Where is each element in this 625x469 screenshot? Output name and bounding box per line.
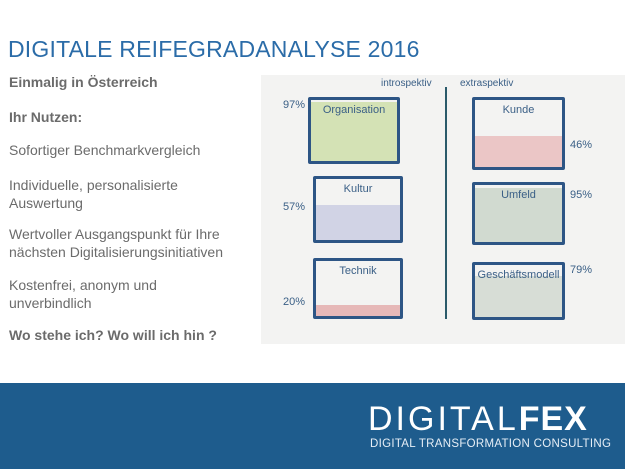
box-geschäftsmodell: Geschäftsmodell <box>472 262 565 320</box>
box-umfeld: Umfeld <box>472 182 565 245</box>
box-organisation: Organisation <box>308 97 400 164</box>
logo-tagline: DIGITAL TRANSFORMATION CONSULTING <box>370 438 612 450</box>
level-fill <box>475 187 562 242</box>
bullet-unique: Einmalig in Österreich <box>9 74 158 90</box>
page-title: DIGITALE REIFEGRADANALYSE 2016 <box>8 36 420 62</box>
header-introspective: introspektiv <box>381 78 432 89</box>
percent-label: 20% <box>283 296 306 308</box>
maturity-sketch: introspektiv extraspektiv Organisation 97… <box>261 75 625 344</box>
percent-label: 95% <box>570 189 593 201</box>
bullet-question: Wo stehe ich? Wo will ich hin ? <box>9 327 217 343</box>
digitalfex-logo: DIGITALFEX <box>368 400 588 438</box>
box-label: Geschäftsmodell <box>477 269 560 281</box>
bullet-starting-point: Wertvoller Ausgangspunkt für Ihre nächst… <box>9 226 224 260</box>
box-kultur: Kultur <box>313 176 403 243</box>
level-fill <box>316 205 400 240</box>
divider-line <box>445 87 447 319</box>
bullet-free: Kostenfrei, anonym und unverbindlich <box>9 277 157 311</box>
level-fill <box>475 275 562 317</box>
percent-label: 79% <box>570 264 593 276</box>
bullet-benchmark: Sofortiger Benchmarkvergleich <box>9 142 201 158</box>
box-label: Kunde <box>502 104 535 116</box>
bullet-benefits-heading: Ihr Nutzen: <box>9 109 83 125</box>
level-fill <box>311 101 397 161</box>
footer-band <box>0 383 625 469</box>
level-fill <box>316 305 400 316</box>
box-kunde: Kunde <box>472 97 565 170</box>
percent-label: 57% <box>283 201 306 213</box>
level-fill <box>475 136 562 167</box>
percent-label: 97% <box>283 99 306 111</box>
box-label: Kultur <box>343 183 373 195</box>
percent-label: 46% <box>570 139 593 151</box>
box-technik: Technik <box>313 258 403 319</box>
box-label: Umfeld <box>501 189 536 201</box>
bullet-evaluation: Individuelle, personalisierte Auswertung <box>9 177 178 211</box>
box-label: Organisation <box>322 104 386 116</box>
box-label: Technik <box>339 265 377 277</box>
header-extraspective: extraspektiv <box>460 78 514 89</box>
